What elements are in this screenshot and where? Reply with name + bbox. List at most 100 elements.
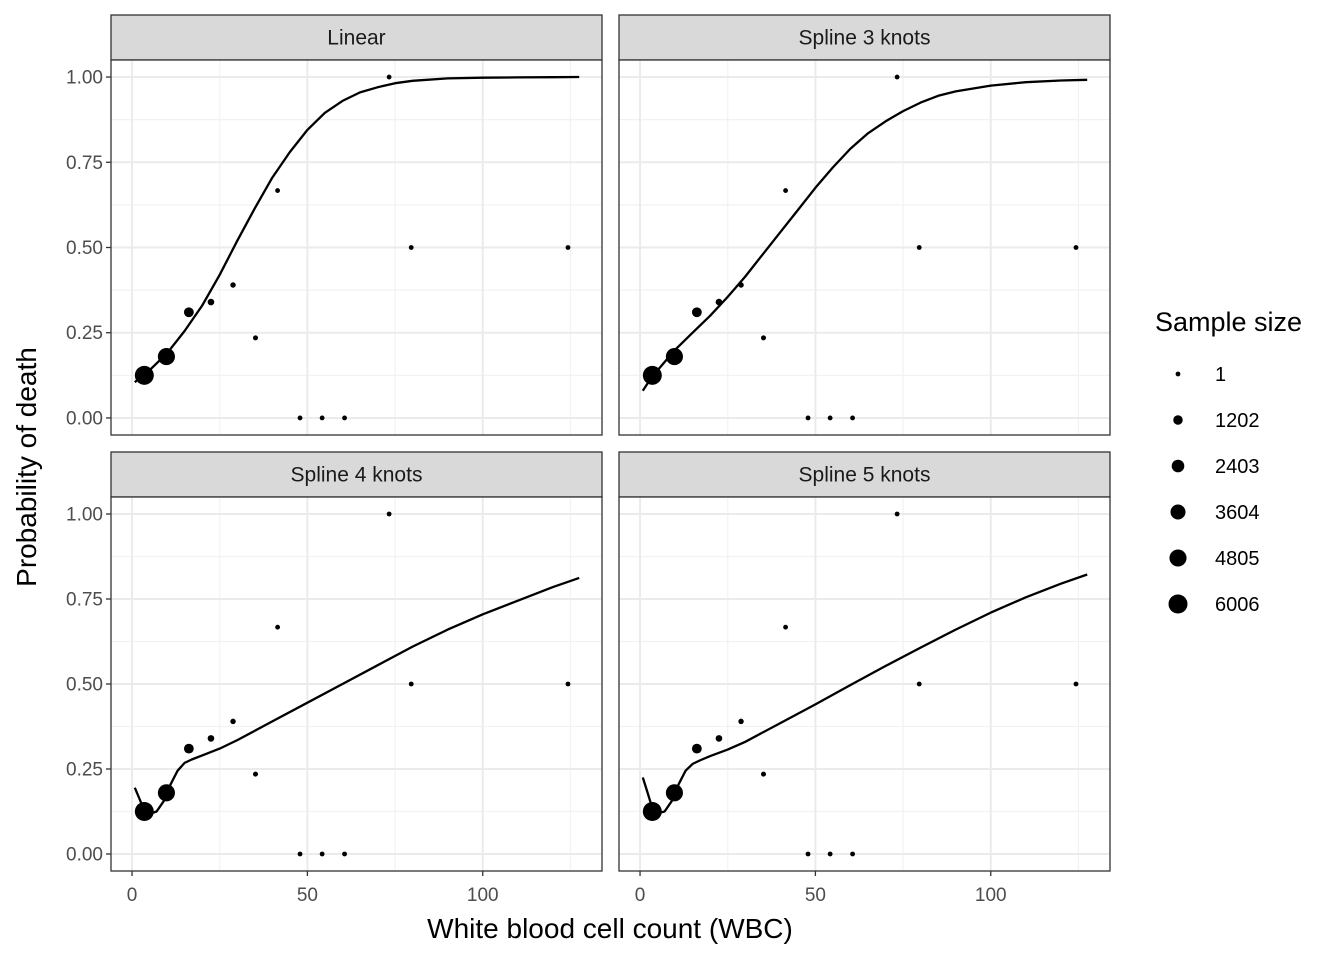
y-tick-label: 0.00: [66, 845, 103, 866]
data-point: [183, 743, 194, 754]
gridlines: [619, 497, 1110, 871]
y-tick-label: 0.00: [66, 408, 103, 429]
data-point: [252, 335, 259, 341]
data-point: [783, 188, 788, 193]
axes-layer: 0.00 0.25 0.50 0.75 1.00 0.00 0.25 0.50 0.75 1.00…: [66, 68, 1007, 906]
data-point: [805, 851, 811, 857]
data-point: [691, 307, 702, 318]
y-tick-label: 0.50: [66, 238, 103, 259]
panel-strip-label: Spline 3 knots: [799, 27, 931, 50]
fitted-curve: [641, 573, 1088, 815]
data-point: [319, 415, 325, 421]
legend-key: [1168, 594, 1188, 614]
legend-label: 1: [1215, 364, 1226, 386]
panel-strip: [110, 451, 603, 498]
data-point: [157, 348, 175, 366]
legend-label: 3604: [1215, 502, 1260, 524]
panel-3: Spline 4 knots: [110, 451, 603, 872]
data-point: [252, 771, 259, 777]
data-point: [760, 771, 767, 777]
data-point: [342, 415, 347, 421]
y-tick-label: 0.75: [66, 590, 103, 611]
y-tick-label: 0.25: [66, 760, 103, 781]
data-point: [230, 282, 236, 288]
data-point: [827, 851, 833, 857]
data-point: [297, 851, 303, 857]
data-point: [715, 735, 723, 742]
legend-label: 2403: [1215, 456, 1260, 478]
gridlines: [111, 60, 602, 435]
x-tick-label: 100: [467, 885, 499, 906]
gridlines: [111, 497, 602, 871]
y-tick-label: 0.25: [66, 323, 103, 344]
data-point: [805, 415, 811, 421]
legend-key: [1173, 415, 1183, 425]
data-point: [319, 851, 325, 857]
panel-strip-label: Spline 4 knots: [291, 464, 423, 487]
legend-key: [1170, 504, 1186, 520]
legend-title: Sample size: [1155, 307, 1302, 337]
data-point: [850, 415, 855, 421]
legend-key: [1171, 459, 1185, 473]
x-tick-label: 50: [805, 885, 826, 906]
data-point: [916, 681, 922, 687]
data-point: [760, 335, 767, 341]
data-point: [565, 681, 571, 687]
gridlines: [619, 60, 1110, 435]
data-point: [850, 851, 855, 857]
data-point: [894, 511, 900, 517]
data-point: [665, 348, 683, 366]
data-point: [783, 624, 788, 630]
fitted-curve: [641, 78, 1088, 392]
data-point: [342, 851, 347, 857]
y-tick-label: 1.00: [66, 505, 103, 526]
data-point: [1073, 681, 1079, 687]
data-point: [691, 743, 702, 754]
data-point: [183, 307, 194, 318]
data-point: [207, 735, 215, 742]
data-point: [565, 245, 571, 250]
data-point: [894, 74, 900, 80]
x-axis-title: White blood cell count (WBC): [427, 913, 793, 944]
x-tick-label: 0: [635, 885, 646, 906]
data-point: [916, 245, 922, 250]
y-tick-label: 0.75: [66, 153, 103, 174]
panel-strip: [618, 451, 1111, 498]
legend-key: [1175, 371, 1181, 377]
legend-label: 4805: [1215, 548, 1260, 570]
legend-label: 6006: [1215, 594, 1260, 616]
y-tick-label: 0.50: [66, 675, 103, 696]
panel-1: Linear: [110, 14, 603, 436]
data-point: [275, 624, 280, 630]
data-point: [642, 802, 662, 821]
y-axis-title: Probability of death: [11, 347, 42, 587]
panel-strip-label: Linear: [327, 27, 385, 50]
data-point: [297, 415, 303, 421]
data-point: [827, 415, 833, 421]
panel-border: [618, 496, 1111, 872]
x-tick-label: 50: [297, 885, 318, 906]
panel-strip: [110, 14, 603, 61]
fitted-curve: [134, 75, 580, 384]
panels-layer: Linear Spline 3 knots Spline 4 knots Spline…: [110, 14, 1111, 872]
panel-strip-label: Spline 5 knots: [799, 464, 931, 487]
legend-label: 1202: [1215, 410, 1260, 432]
x-tick-label: 100: [975, 885, 1007, 906]
data-point: [386, 74, 392, 80]
fitted-curve: [133, 576, 580, 816]
panel-border: [618, 59, 1111, 436]
data-point: [1073, 245, 1079, 250]
y-tick-label: 1.00: [66, 68, 103, 89]
data-point: [408, 681, 414, 687]
data-point: [408, 245, 414, 250]
data-point: [275, 188, 280, 193]
legend-key: [1169, 549, 1187, 567]
panel-2: Spline 3 knots: [618, 14, 1111, 436]
legend: Sample size 1 1202 2403 3604 4805 6006: [1155, 307, 1302, 616]
data-point: [386, 511, 392, 517]
x-tick-label: 0: [127, 885, 138, 906]
panel-4: Spline 5 knots: [618, 451, 1111, 872]
data-point: [738, 718, 744, 725]
data-point: [230, 718, 236, 725]
